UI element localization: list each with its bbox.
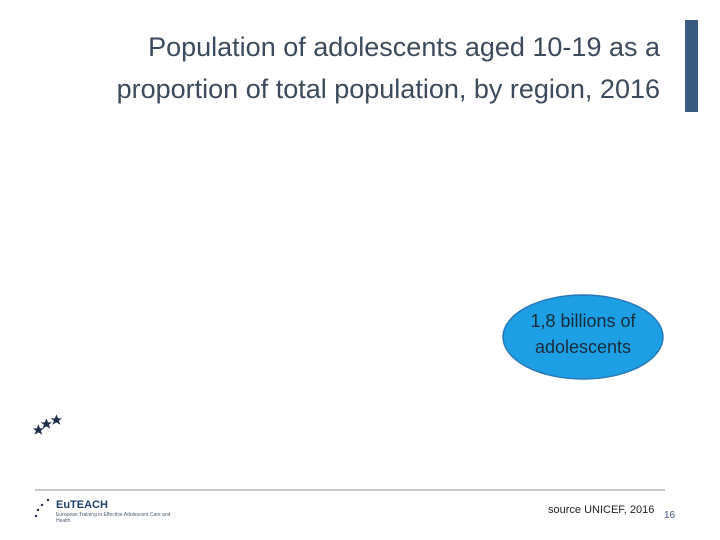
title-line: proportion of total population, by regio… xyxy=(116,74,660,104)
callout-line: adolescents xyxy=(534,337,632,357)
footer-rule xyxy=(35,489,665,491)
accent-bar xyxy=(685,20,698,112)
callout-ellipse xyxy=(502,294,664,380)
source-note: source UNICEF, 2016 xyxy=(548,504,655,516)
title-line: Population of adolescents aged 10-19 as … xyxy=(148,32,660,62)
callout-text: 1,8 billions of adolescents xyxy=(503,308,663,360)
logo-name: EuTEACH xyxy=(56,499,108,511)
page-number: 16 xyxy=(664,510,676,521)
logo-subtitle: European Training in Effective Adolescen… xyxy=(56,512,171,524)
callout-line: 1,8 billions of xyxy=(530,311,636,331)
slide-title: Population of adolescents aged 10-19 as … xyxy=(20,26,660,110)
logo-stars xyxy=(32,414,62,518)
